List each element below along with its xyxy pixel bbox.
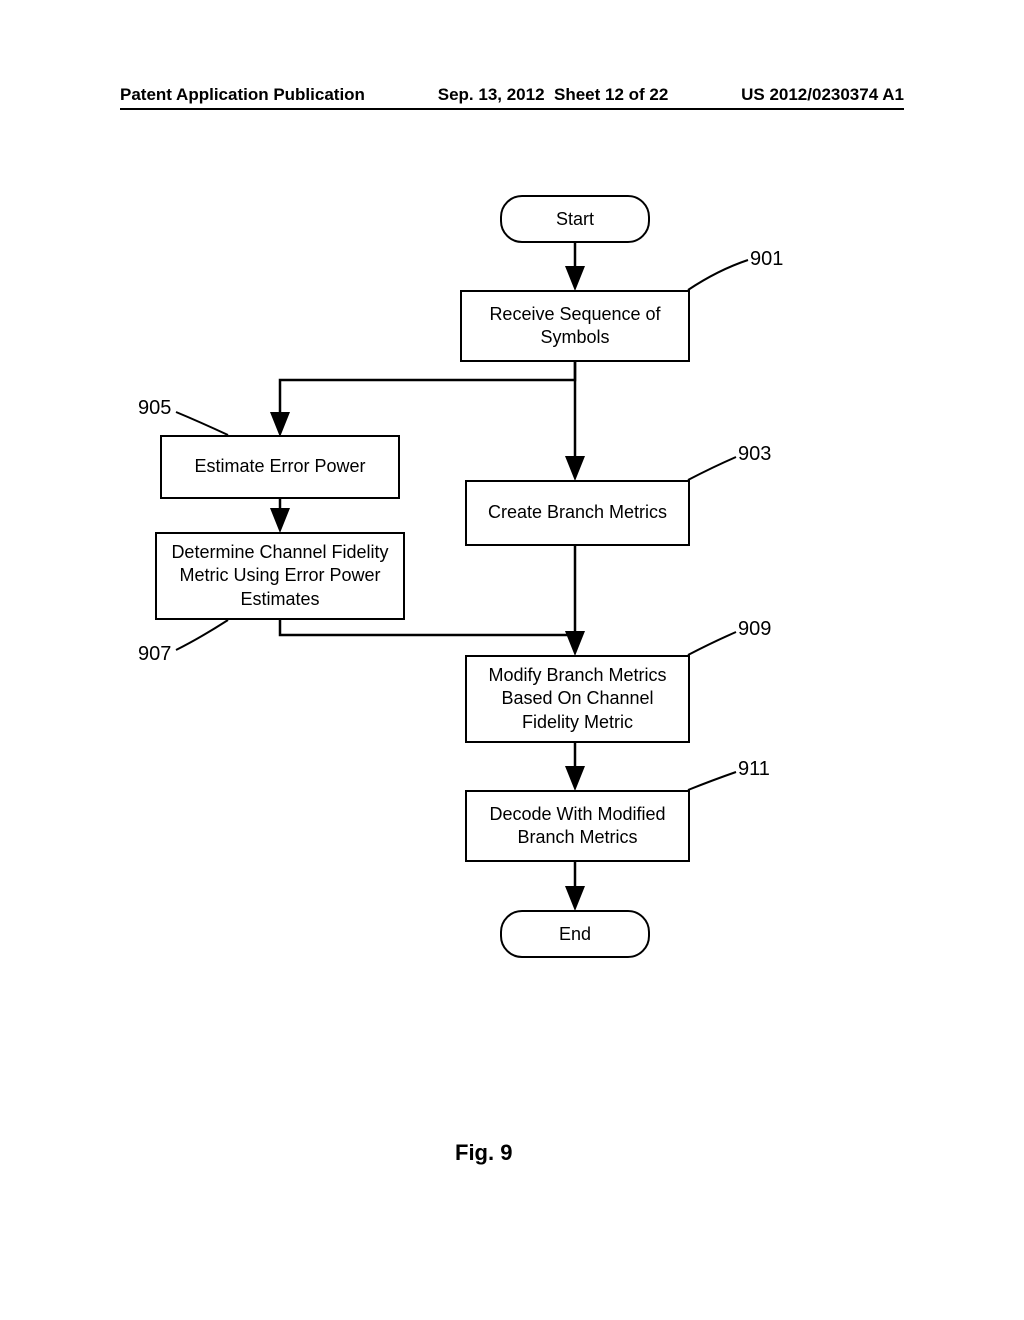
header-publication: Patent Application Publication [120, 85, 365, 105]
terminal-start: Start [500, 195, 650, 243]
header-date: Sep. 13, 2012 Sheet 12 of 22 [438, 85, 669, 105]
figure-caption: Fig. 9 [455, 1140, 512, 1166]
ref-901: 901 [750, 248, 783, 271]
box-911-label: Decode With Modified Branch Metrics [475, 803, 680, 850]
box-channel-fidelity: Determine Channel Fidelity Metric Using … [155, 532, 405, 620]
start-label: Start [556, 209, 594, 230]
box-receive-symbols: Receive Sequence of Symbols [460, 290, 690, 362]
box-901-label: Receive Sequence of Symbols [470, 303, 680, 350]
box-decode: Decode With Modified Branch Metrics [465, 790, 690, 862]
box-907-label: Determine Channel Fidelity Metric Using … [165, 541, 395, 611]
ref-905: 905 [138, 397, 171, 420]
terminal-end: End [500, 910, 650, 958]
ref-903: 903 [738, 443, 771, 466]
box-903-label: Create Branch Metrics [488, 501, 667, 524]
header-date-text: Sep. 13, 2012 [438, 85, 545, 104]
end-label: End [559, 924, 591, 945]
header-sheet-text: Sheet 12 of 22 [554, 85, 668, 104]
page-header: Patent Application Publication Sep. 13, … [120, 85, 904, 110]
box-estimate-error: Estimate Error Power [160, 435, 400, 499]
ref-907: 907 [138, 643, 171, 666]
ref-911: 911 [738, 758, 770, 781]
box-909-label: Modify Branch Metrics Based On Channel F… [475, 664, 680, 734]
box-905-label: Estimate Error Power [194, 455, 365, 478]
header-pub-number: US 2012/0230374 A1 [741, 85, 904, 105]
box-create-branch: Create Branch Metrics [465, 480, 690, 546]
flowchart-diagram: Start Receive Sequence of Symbols Estima… [120, 160, 904, 1060]
ref-909: 909 [738, 618, 771, 641]
box-modify-branch: Modify Branch Metrics Based On Channel F… [465, 655, 690, 743]
